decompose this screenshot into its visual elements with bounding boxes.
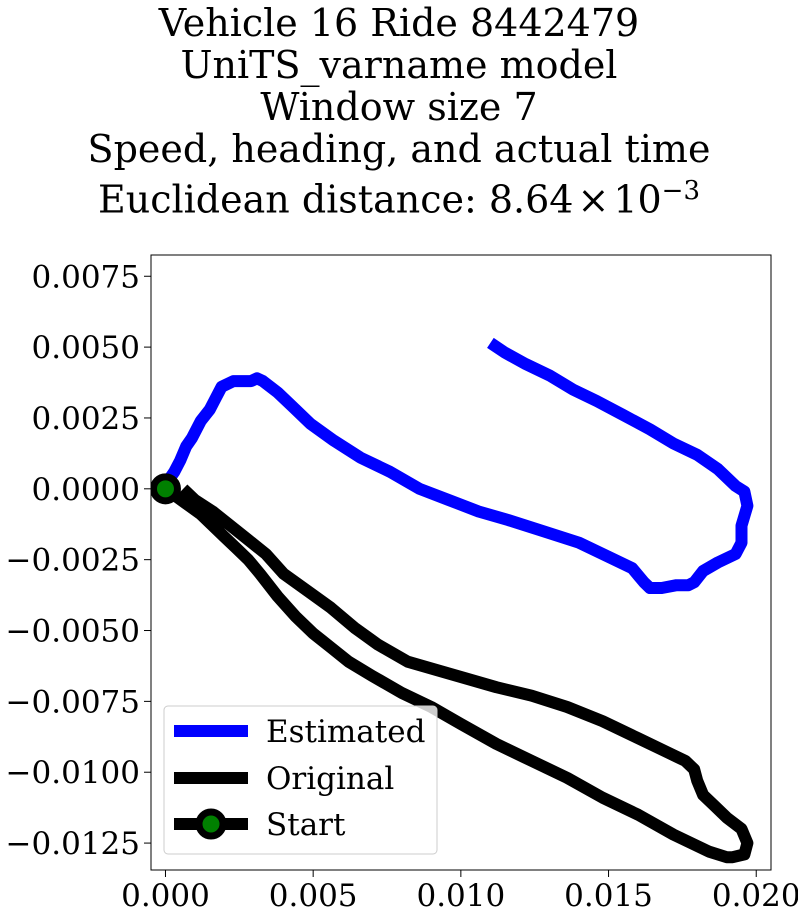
y-tick-label: −0.0125: [6, 826, 140, 862]
y-tick-label: 0.0075: [32, 259, 140, 295]
title-line-5: Euclidean distance: 8.64 × 10−3: [0, 170, 798, 221]
start-marker: [151, 473, 181, 505]
x-tick-label: 0.005: [269, 878, 358, 914]
title-line-4: Speed, heading, and actual time: [87, 127, 711, 171]
title-line-3: Window size 7: [260, 85, 538, 129]
x-tick-label: 0.000: [121, 878, 210, 914]
series-line-original: [161, 483, 754, 864]
series-layer: [151, 337, 754, 864]
y-tick-label: −0.0050: [6, 614, 140, 650]
x-tick-label: 0.020: [712, 878, 798, 914]
legend-label-estimated: Estimated: [266, 714, 425, 750]
chart-title: Vehicle 16 Ride 8442479 UniTS_varname mo…: [0, 2, 798, 221]
y-tick-label: 0.0025: [32, 401, 140, 437]
y-tick-label: 0.0050: [32, 330, 140, 366]
axes-layer: 0.000 0.005 0.010 0.015 0.020 0.0075 0.0050 0.0…: [6, 254, 798, 914]
legend: Estimated Original Start: [163, 705, 438, 855]
legend-label-original: Original: [266, 761, 394, 797]
legend-label-start: Start: [266, 807, 346, 843]
title-line-2: UniTS_varname model: [180, 43, 618, 87]
legend-box: [163, 705, 438, 855]
distance-exponent: −3: [661, 176, 700, 206]
x-tick-label: 0.010: [416, 878, 505, 914]
y-tick-label: −0.0025: [6, 543, 140, 579]
x-tick-label: 0.015: [564, 878, 653, 914]
distance-times: ×: [577, 177, 610, 222]
legend-marker-start: [195, 808, 227, 840]
title-line-1: Vehicle 16 Ride 8442479: [158, 1, 640, 45]
distance-mantissa: 8.64: [488, 177, 574, 222]
y-tick-label: −0.0075: [6, 684, 140, 720]
y-tick-label: −0.0100: [6, 755, 140, 791]
series-line-estimated: [159, 337, 754, 594]
y-tick-label: 0.0000: [32, 472, 140, 508]
distance-label: Euclidean distance:: [98, 177, 489, 222]
distance-base: 10: [613, 177, 662, 222]
